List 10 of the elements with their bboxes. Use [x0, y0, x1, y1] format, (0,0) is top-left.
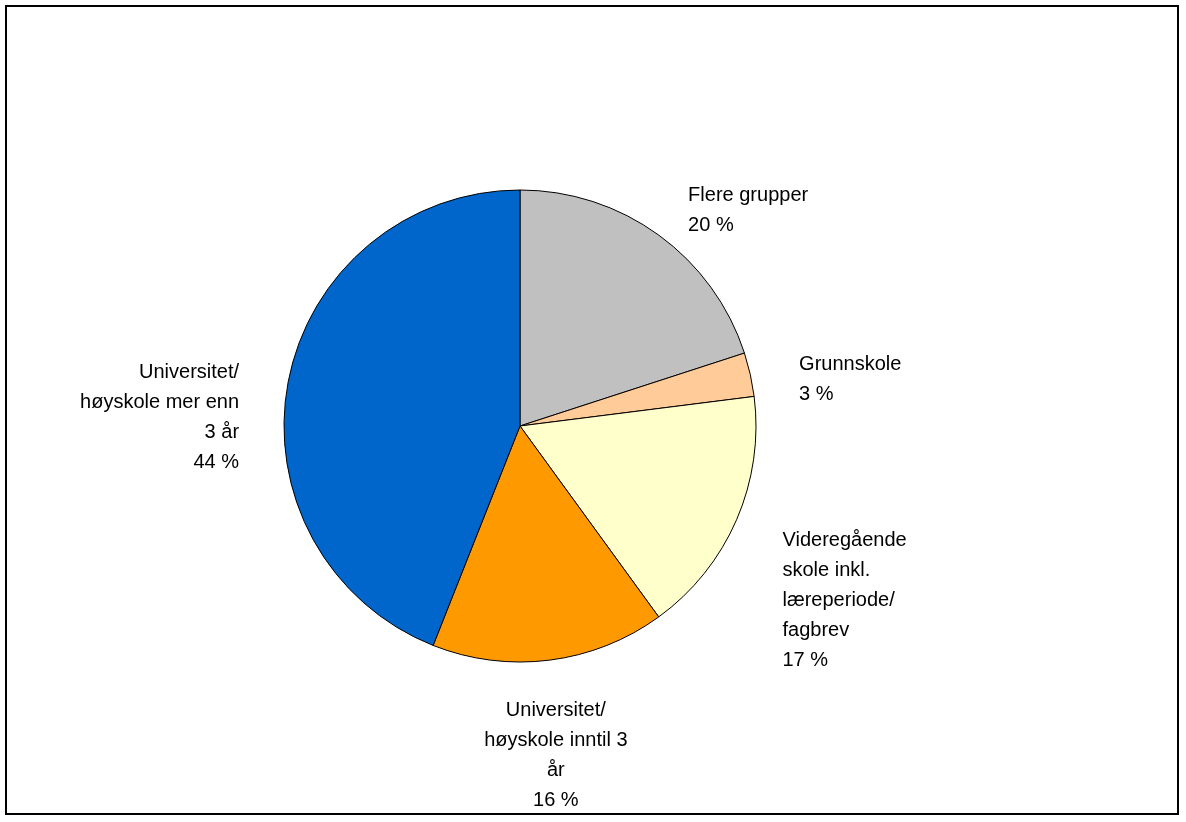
slice-label: Universitet/ høyskole mer enn 3 år: [80, 360, 240, 443]
data-label: 17 %: [782, 647, 829, 670]
data-label: 3 %: [799, 381, 834, 404]
data-label: 20 %: [688, 212, 734, 235]
data-label: 44 %: [193, 450, 240, 473]
data-label: 16 %: [533, 787, 579, 810]
slice-label: Flere grupper: [688, 182, 809, 205]
slice-label: Universitet/ høyskole inntil 3 år: [484, 697, 628, 780]
slice-label: Videregående skole inkl. læreperiode/ fagbrev: [782, 527, 907, 640]
slice-label: Grunnskole: [799, 351, 902, 374]
